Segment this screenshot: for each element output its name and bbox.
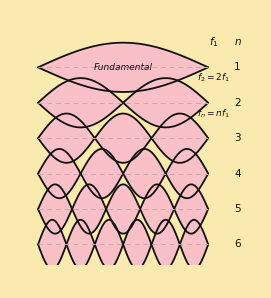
Polygon shape — [180, 220, 208, 269]
Polygon shape — [151, 220, 180, 269]
Text: 3: 3 — [234, 133, 241, 143]
Text: $f_2 = 2f_1$: $f_2 = 2f_1$ — [197, 72, 230, 84]
Polygon shape — [95, 114, 151, 163]
Text: 4: 4 — [234, 169, 241, 179]
Polygon shape — [140, 184, 174, 234]
Polygon shape — [38, 114, 95, 163]
Polygon shape — [123, 78, 208, 127]
Polygon shape — [80, 149, 123, 198]
Polygon shape — [106, 184, 140, 234]
Text: 1: 1 — [234, 62, 241, 72]
Polygon shape — [123, 220, 151, 269]
Polygon shape — [38, 220, 66, 269]
Polygon shape — [72, 184, 106, 234]
Polygon shape — [123, 149, 166, 198]
Polygon shape — [38, 184, 72, 234]
Polygon shape — [95, 220, 123, 269]
Polygon shape — [174, 184, 208, 234]
Text: 6: 6 — [234, 239, 241, 249]
Polygon shape — [38, 149, 80, 198]
Text: 5: 5 — [234, 204, 241, 214]
Text: $f_n = nf_1$: $f_n = nf_1$ — [197, 107, 230, 120]
Polygon shape — [38, 43, 208, 92]
Text: Fundamental: Fundamental — [94, 63, 153, 72]
Polygon shape — [166, 149, 208, 198]
Polygon shape — [38, 78, 123, 127]
Text: $f_1$: $f_1$ — [209, 35, 218, 49]
Text: 2: 2 — [234, 98, 241, 108]
Text: $n$: $n$ — [234, 37, 241, 47]
Polygon shape — [151, 114, 208, 163]
Polygon shape — [66, 220, 95, 269]
